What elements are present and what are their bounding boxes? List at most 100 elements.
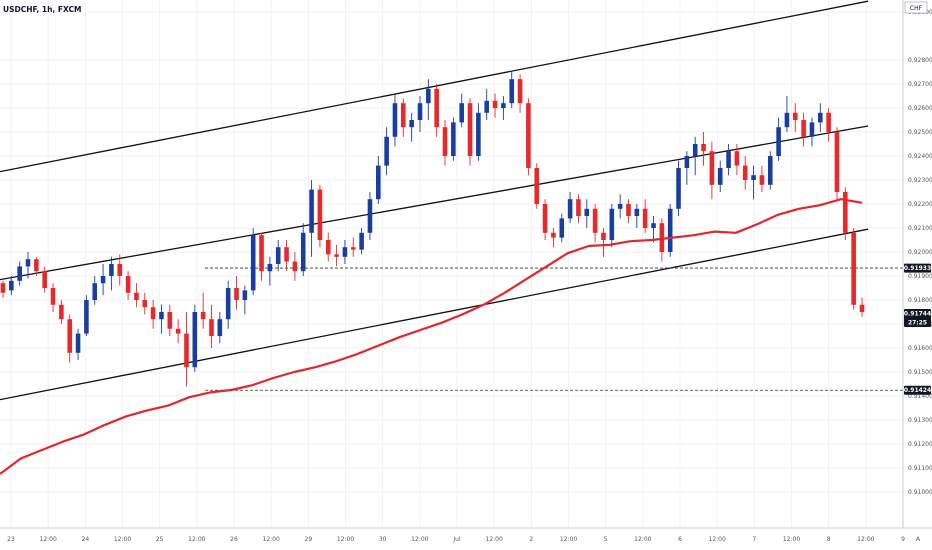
price-axis[interactable]: 0.930000.928000.927000.926000.925000.924…: [908, 9, 932, 496]
candle-body: [667, 208, 673, 252]
time-axis[interactable]: 23 12:00 24 12:00 25 12:00 26 12:00 29 12:00 30 12:…: [7, 536, 905, 543]
price-badge: 0.91744 27:25: [904, 308, 931, 327]
candle-body: [717, 168, 723, 185]
candle-body: [175, 328, 181, 334]
channel-line: [0, 228, 869, 401]
candle-body: [267, 264, 273, 272]
candle-body: [134, 292, 139, 300]
candle-body: [701, 144, 706, 152]
y-tick-label: 0.92200: [908, 201, 932, 208]
candle-body: [467, 103, 473, 156]
x-tick-label: 12:00: [337, 536, 354, 543]
candle: [167, 304, 173, 336]
candle: [359, 228, 364, 255]
candle: [759, 165, 765, 192]
x-tick-label: 12:00: [486, 536, 503, 543]
candle: [609, 204, 615, 248]
candle-body: [626, 204, 631, 216]
candle-body: [284, 247, 289, 262]
candle-body: [843, 192, 848, 233]
candle-body: [759, 175, 765, 185]
candle: [384, 127, 389, 176]
candle-body: [809, 122, 815, 137]
candle: [159, 304, 164, 334]
candle: [184, 312, 189, 387]
candle-body: [167, 312, 173, 329]
candle: [334, 244, 339, 267]
candle: [667, 204, 673, 257]
candle: [559, 213, 565, 243]
candle: [67, 314, 73, 363]
candle: [526, 98, 531, 176]
candle-body: [501, 103, 506, 108]
price-badge-bg: [904, 385, 931, 395]
candle-body: [792, 112, 798, 120]
candle: [150, 300, 156, 329]
y-tick-label: 0.91900: [908, 273, 932, 280]
x-tick-label: 12:00: [857, 536, 874, 543]
candle-body: [25, 259, 31, 267]
candle: [100, 264, 106, 296]
candle-body: [259, 235, 264, 272]
y-tick-label: 0.91500: [908, 369, 932, 376]
candle-body: [492, 100, 498, 108]
candle: [242, 285, 248, 315]
x-tick-label: 9: [901, 536, 905, 543]
y-tick-label: 0.91100: [908, 465, 932, 472]
candle-body: [67, 319, 73, 353]
candle: [501, 96, 506, 120]
candle: [792, 103, 798, 132]
candle-body: [375, 165, 381, 200]
x-tick-label: 26: [230, 536, 238, 543]
candles-layer: [0, 72, 865, 387]
candle: [767, 151, 773, 190]
x-tick-label: 7: [752, 536, 756, 543]
candle: [617, 194, 623, 219]
candle: [267, 256, 273, 286]
candle-body: [42, 271, 47, 288]
currency-label: CHF: [910, 5, 923, 12]
candle: [492, 93, 498, 118]
candle: [742, 156, 748, 190]
candle: [417, 96, 423, 132]
candle: [659, 218, 665, 262]
candle-body: [250, 235, 256, 291]
candle-body: [317, 189, 323, 240]
candle: [826, 108, 831, 142]
moving-average-line: [0, 198, 863, 475]
candle-body: [184, 333, 189, 368]
x-tick-label: 12:00: [783, 536, 800, 543]
candle-body: [192, 312, 198, 368]
candle-body: [401, 103, 406, 128]
channel-line: [0, 125, 869, 281]
candle-body: [209, 319, 214, 336]
channel-lines-layer: [0, 0, 869, 401]
candle-body: [434, 88, 439, 128]
candle-body: [676, 168, 681, 209]
price-badge-bg: [904, 308, 931, 327]
candle-body: [100, 276, 106, 284]
candle: [626, 199, 631, 224]
x-tick-label: 6: [678, 536, 682, 543]
candle-body: [59, 304, 64, 320]
candle: [726, 144, 731, 176]
candle-body: [484, 100, 490, 113]
x-tick-label: 8: [827, 536, 831, 543]
candle-body: [692, 144, 698, 156]
candle-body: [275, 247, 281, 264]
candle-body: [551, 232, 556, 238]
candle-body: [634, 208, 640, 216]
candle: [92, 276, 98, 305]
y-tick-label: 0.91800: [908, 297, 932, 304]
price-badge-label: 0.91744: [904, 310, 931, 317]
candle: [9, 276, 14, 296]
candle-body: [217, 319, 223, 336]
x-tick-label: 5: [604, 536, 608, 543]
candle: [484, 88, 490, 120]
x-tick-label: 29: [305, 536, 313, 543]
candle: [142, 292, 148, 315]
auto-scale-button[interactable]: A: [916, 536, 921, 543]
candle-body: [542, 204, 548, 233]
